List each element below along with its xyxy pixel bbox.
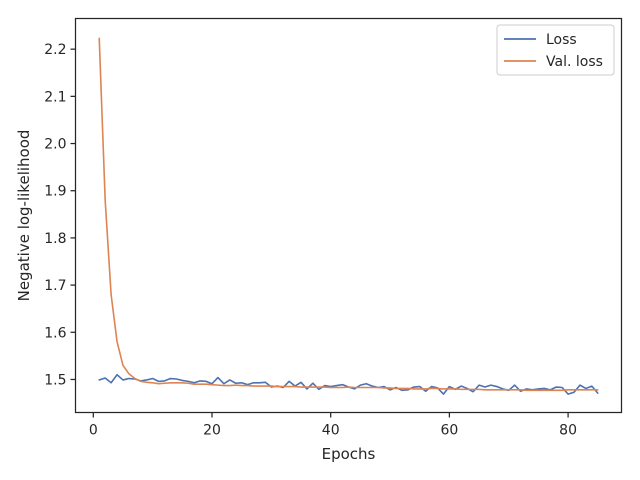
y-axis-ticks: 1.5 1.6 1.7 1.8 1.9 2.0 2.1 2.2 [44, 42, 76, 388]
y-tick-label: 1.7 [44, 278, 66, 294]
legend-frame [496, 24, 615, 76]
legend-label-loss: Loss [546, 32, 577, 48]
y-tick-label: 1.6 [44, 325, 66, 341]
y-tick-label: 1.8 [44, 231, 66, 247]
x-axis-ticks: 0 20 40 60 80 [89, 412, 577, 439]
x-axis-label: Epochs [322, 445, 376, 463]
legend-label-val-loss: Val. loss [546, 54, 603, 70]
plot-frame [74, 17, 623, 414]
x-tick-label: 60 [440, 423, 458, 439]
legend: Loss Val. loss [496, 24, 615, 76]
x-tick-label: 40 [322, 423, 340, 439]
y-tick-label: 2.1 [44, 89, 66, 105]
x-tick-label: 0 [89, 423, 98, 439]
series-line-val-loss [98, 37, 599, 392]
y-axis-label: Negative log-likelihood [15, 130, 33, 302]
x-tick-label: 80 [559, 423, 577, 439]
y-tick-label: 2.2 [44, 42, 66, 58]
series-layer [98, 37, 599, 395]
y-tick-label: 1.5 [44, 372, 66, 388]
x-tick-label: 20 [203, 423, 221, 439]
y-tick-label: 1.9 [44, 184, 66, 200]
y-tick-label: 2.0 [44, 137, 66, 153]
